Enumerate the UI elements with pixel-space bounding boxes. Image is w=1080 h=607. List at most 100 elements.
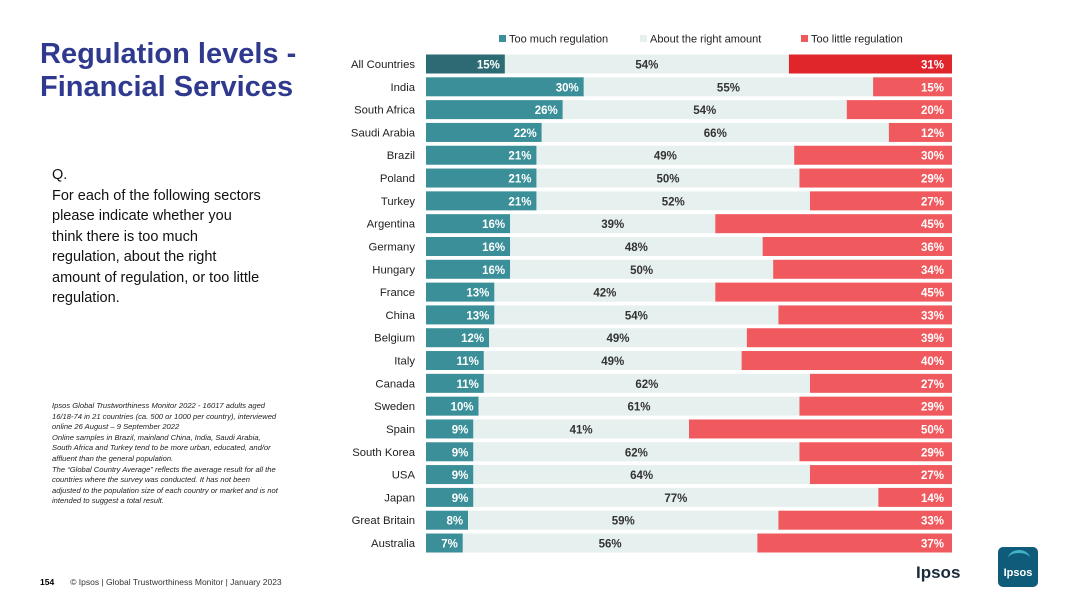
question-line: For each of the following sectors	[52, 187, 261, 204]
bar-too-little	[846, 100, 952, 120]
value-label-too-little: 39%	[921, 333, 944, 345]
bar-too-little	[788, 54, 952, 74]
value-label-about-right: 62%	[625, 447, 648, 459]
footnote-line: affluent than the general population.	[52, 453, 174, 463]
methodology-footnote: Ipsos Global Trustworthiness Monitor 202…	[52, 401, 337, 507]
bar-about-right	[468, 510, 779, 530]
bar-too-little	[809, 191, 952, 211]
bar-too-much	[426, 54, 505, 74]
value-label-too-little: 37%	[921, 539, 944, 551]
category-label: USA	[392, 470, 416, 482]
value-label-too-much: 13%	[466, 310, 489, 322]
value-label-about-right: 50%	[630, 265, 653, 277]
category-label: Brazil	[387, 150, 415, 162]
bar-about-right	[510, 259, 774, 279]
bar-about-right	[489, 328, 747, 348]
bar-about-right	[483, 373, 810, 393]
category-label: Saudi Arabia	[351, 127, 416, 139]
value-label-about-right: 55%	[717, 82, 740, 94]
bar-too-much	[426, 122, 542, 142]
category-label: Turkey	[381, 196, 415, 208]
question-line: amount of regulation, or too little	[52, 269, 260, 286]
value-label-too-much: 21%	[508, 196, 531, 208]
value-label-about-right: 54%	[625, 310, 648, 322]
bar-about-right	[473, 487, 879, 507]
value-label-too-little: 33%	[921, 516, 944, 528]
bar-too-much	[426, 396, 479, 416]
bar-too-little	[878, 487, 952, 507]
bar-about-right	[473, 465, 810, 485]
footnote-line: adjusted to the population size of each …	[52, 485, 278, 495]
value-label-too-much: 8%	[446, 516, 463, 528]
value-label-about-right: 62%	[635, 379, 658, 391]
value-label-too-much: 13%	[466, 288, 489, 300]
bar-too-much	[426, 168, 537, 188]
bar-too-little	[746, 328, 952, 348]
question-line: think there is too much	[52, 228, 198, 245]
value-label-about-right: 50%	[656, 174, 679, 186]
value-label-too-little: 33%	[921, 310, 944, 322]
page-title: Regulation levels - Financial Services	[40, 38, 297, 103]
value-label-about-right: 59%	[612, 516, 635, 528]
value-label-too-little: 12%	[921, 128, 944, 140]
value-label-too-much: 10%	[451, 402, 474, 414]
bar-too-much	[426, 533, 463, 553]
bar-about-right	[483, 351, 742, 371]
legend-about-right-label: About the right amount	[650, 34, 761, 46]
bar-too-little	[778, 305, 952, 325]
bar-too-much	[426, 214, 511, 234]
value-label-too-little: 45%	[921, 288, 944, 300]
value-label-too-much: 21%	[508, 174, 531, 186]
footnote-line: Online samples in Brazil, mainland China…	[52, 432, 261, 442]
footnote-line: 16/18-74 in 21 countries (ca. 500 or 100…	[52, 411, 277, 421]
category-label: Japan	[384, 492, 415, 504]
legend-too-little-swatch	[801, 35, 808, 42]
bar-too-much	[426, 191, 537, 211]
bar-too-much	[426, 465, 474, 485]
bar-about-right	[541, 122, 889, 142]
bar-about-right	[562, 100, 847, 120]
value-label-too-much: 12%	[461, 333, 484, 345]
value-label-about-right: 77%	[664, 493, 687, 505]
value-label-about-right: 64%	[630, 470, 653, 482]
value-label-too-much: 16%	[482, 242, 505, 254]
bar-too-much	[426, 442, 474, 462]
footnote-line: intended to suggest a total result.	[52, 496, 164, 506]
value-label-about-right: 54%	[693, 105, 716, 117]
bar-too-much	[426, 487, 474, 507]
bar-too-much	[426, 282, 495, 302]
category-label: Great Britain	[352, 515, 415, 527]
bar-too-much	[426, 145, 537, 165]
value-label-too-little: 27%	[921, 196, 944, 208]
value-label-too-much: 7%	[441, 539, 458, 551]
bar-too-much	[426, 259, 511, 279]
logo-swoosh-icon	[1008, 550, 1030, 567]
bar-about-right	[462, 533, 758, 553]
bar-too-much	[426, 510, 469, 530]
bar-too-much	[426, 77, 584, 97]
bar-about-right	[536, 168, 800, 188]
bar-too-little	[715, 282, 952, 302]
legend-about-right-swatch	[640, 35, 647, 42]
value-label-too-much: 16%	[482, 265, 505, 277]
value-label-too-little: 31%	[921, 60, 944, 72]
bar-about-right	[536, 145, 795, 165]
footnote-line: online 26 August – 9 September 2022	[52, 422, 180, 432]
value-label-too-much: 9%	[452, 470, 469, 482]
value-label-too-much: 15%	[477, 60, 500, 72]
question-line: please indicate whether you	[52, 208, 232, 224]
value-label-about-right: 42%	[593, 288, 616, 300]
value-label-too-little: 50%	[921, 424, 944, 436]
category-label: Italy	[394, 356, 415, 368]
value-label-about-right: 49%	[606, 333, 629, 345]
bar-about-right	[494, 305, 779, 325]
value-label-too-little: 27%	[921, 470, 944, 482]
bar-too-little	[809, 373, 952, 393]
category-label: Canada	[375, 378, 415, 390]
value-label-too-much: 11%	[456, 379, 478, 391]
category-label: Sweden	[374, 401, 415, 413]
value-label-about-right: 49%	[654, 151, 677, 163]
category-label: Poland	[380, 173, 415, 185]
value-label-too-little: 29%	[921, 174, 944, 186]
question-line: regulation.	[52, 290, 120, 306]
